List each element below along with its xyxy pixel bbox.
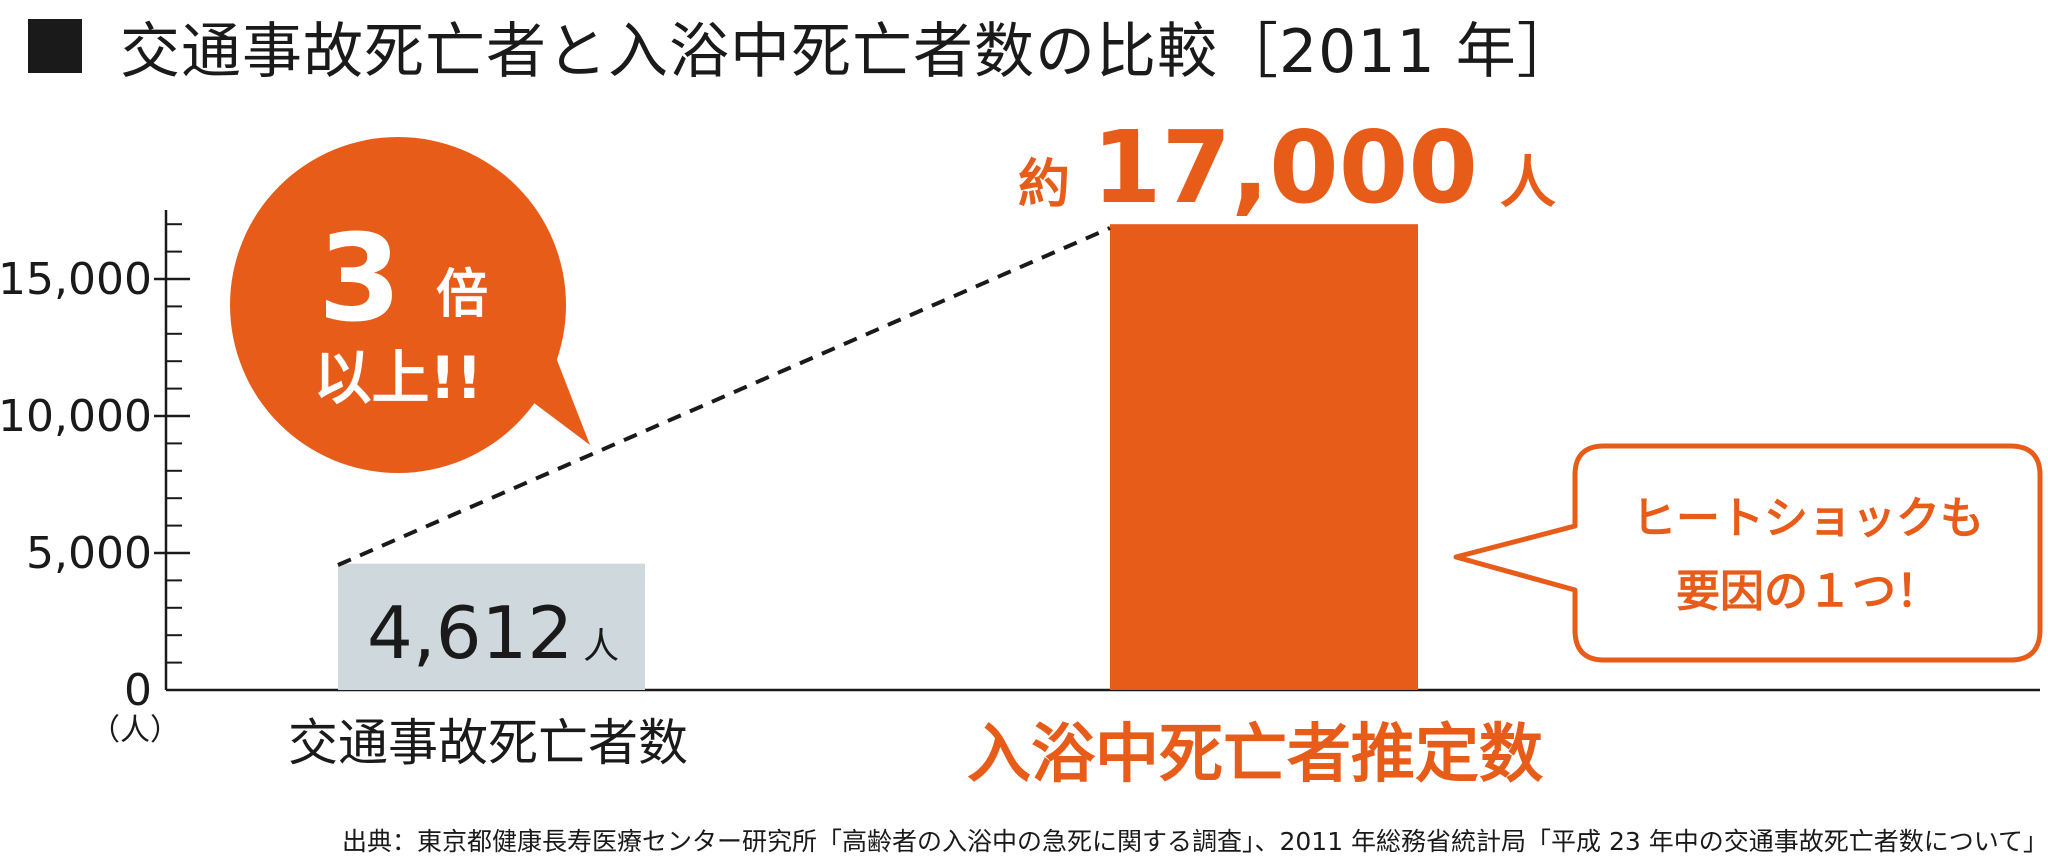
bar-value-label-0: 4,612 人 — [367, 591, 619, 675]
bar-value-label-1: 約 17,000 人 — [1018, 109, 1556, 226]
callout-line1: ヒートショックも — [1632, 493, 1984, 544]
comparison-dashed-line — [337, 226, 1111, 567]
bar-value-prefix-1: 約 — [1018, 155, 1070, 215]
bar-value-unit-0: 人 — [583, 626, 619, 667]
y-tick-label: 10,000 — [0, 391, 152, 442]
y-minor-ticks — [166, 223, 182, 664]
y-tick-label: 15,000 — [0, 254, 152, 305]
bar-value-unit-1: 人 — [1500, 151, 1556, 216]
bar-value-number-1: 17,000 — [1092, 109, 1478, 226]
bar-value-number-0: 4,612 — [367, 591, 573, 675]
chart-title: 交通事故死亡者と入浴中死亡者数の比較［2011 年］ — [28, 6, 1578, 87]
category-label-1: 入浴中死亡者推定数 — [967, 718, 1543, 792]
ratio-bubble: 3 倍 以上!! — [230, 137, 590, 473]
title-square-icon — [28, 19, 82, 73]
category-label-0: 交通事故死亡者数 — [288, 714, 688, 772]
source-note: 出典：東京都健康長寿医療センター研究所「高齢者の入浴中の急死に関する調査」、20… — [341, 827, 2048, 856]
y-unit-label: （人） — [90, 713, 180, 748]
y-major-ticks: 0 5,000 10,000 15,000 — [0, 254, 190, 716]
y-tick-label: 5,000 — [26, 528, 152, 579]
ratio-line2: 以上!! — [314, 344, 483, 412]
ratio-suffix: 倍 — [436, 265, 488, 325]
heat-shock-callout: ヒートショックも 要因の１つ！ — [1453, 443, 2043, 663]
bar-bath-deaths — [1110, 224, 1418, 690]
y-tick-label: 0 — [124, 665, 152, 716]
bar-traffic-deaths — [338, 563, 645, 690]
title-text: 交通事故死亡者と入浴中死亡者数の比較［2011 年］ — [120, 16, 1578, 87]
ratio-number: 3 — [318, 210, 402, 349]
callout-line2: 要因の１つ！ — [1676, 566, 1940, 617]
